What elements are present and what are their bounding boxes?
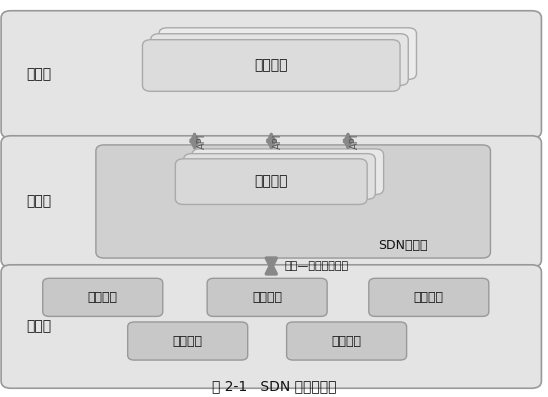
Text: 网络服务: 网络服务 bbox=[254, 174, 288, 189]
Text: 转发层: 转发层 bbox=[26, 320, 51, 333]
Text: 控制层: 控制层 bbox=[26, 195, 51, 208]
Text: 控制—转发通信接口: 控制—转发通信接口 bbox=[285, 261, 349, 271]
FancyBboxPatch shape bbox=[142, 40, 400, 91]
FancyBboxPatch shape bbox=[96, 145, 490, 258]
Text: API: API bbox=[197, 133, 207, 149]
Text: 网络设备: 网络设备 bbox=[332, 335, 362, 347]
Text: 网络设备: 网络设备 bbox=[173, 335, 203, 347]
Text: 业务应用: 业务应用 bbox=[254, 58, 288, 73]
Text: 业务层: 业务层 bbox=[26, 67, 51, 81]
FancyBboxPatch shape bbox=[184, 154, 375, 199]
Text: 网络设备: 网络设备 bbox=[414, 291, 444, 304]
FancyBboxPatch shape bbox=[369, 278, 489, 316]
Text: API: API bbox=[273, 133, 283, 149]
Text: 网络设备: 网络设备 bbox=[88, 291, 118, 304]
Text: 图 2-1   SDN 的基本架构: 图 2-1 SDN 的基本架构 bbox=[212, 379, 336, 393]
FancyBboxPatch shape bbox=[159, 28, 416, 79]
Text: 网络设备: 网络设备 bbox=[252, 291, 282, 304]
FancyBboxPatch shape bbox=[1, 11, 541, 138]
FancyBboxPatch shape bbox=[175, 159, 367, 204]
FancyBboxPatch shape bbox=[1, 136, 541, 267]
FancyBboxPatch shape bbox=[207, 278, 327, 316]
FancyBboxPatch shape bbox=[192, 149, 384, 195]
FancyBboxPatch shape bbox=[128, 322, 248, 360]
FancyBboxPatch shape bbox=[287, 322, 407, 360]
FancyBboxPatch shape bbox=[43, 278, 163, 316]
FancyBboxPatch shape bbox=[151, 34, 408, 85]
FancyBboxPatch shape bbox=[1, 265, 541, 388]
Text: SDN控制器: SDN控制器 bbox=[378, 239, 427, 252]
Text: API: API bbox=[350, 133, 360, 149]
